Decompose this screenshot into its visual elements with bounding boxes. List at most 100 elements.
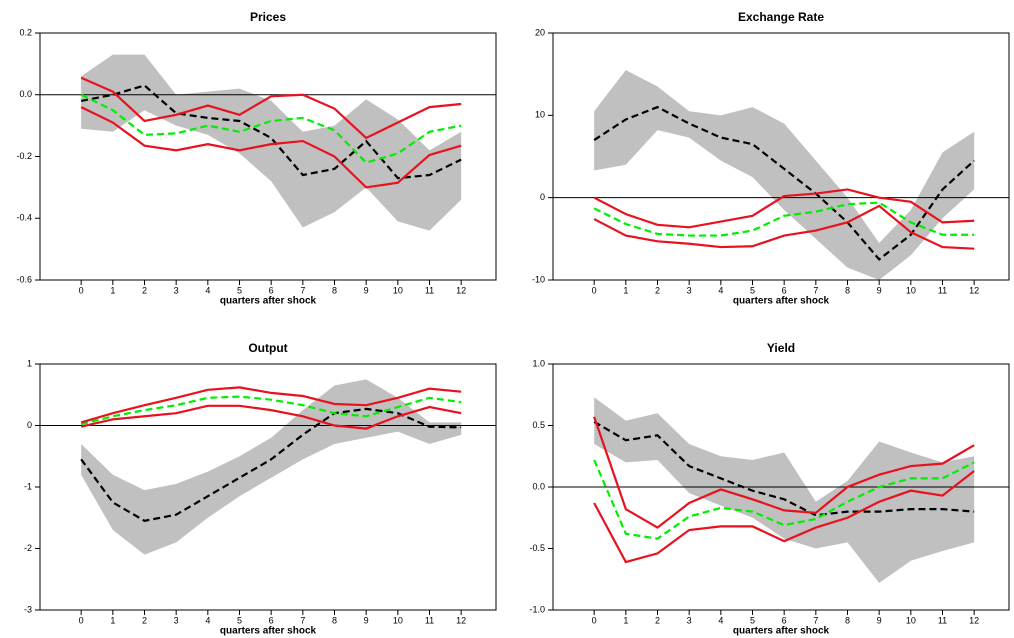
x-tick-label: 4	[205, 615, 210, 625]
x-tick-label: 2	[142, 285, 147, 295]
x-tick-label: 9	[364, 285, 369, 295]
x-tick-label: 9	[877, 285, 882, 295]
x-tick-label: 11	[938, 285, 947, 295]
panel: Prices quarters after shock -0.6 -0.4 -0.2 0.…	[16, 10, 497, 307]
series-line	[80, 84, 462, 180]
x-axis-label: quarters after shock	[220, 626, 317, 637]
series-line	[593, 201, 975, 237]
x-tick-label: 5	[237, 615, 242, 625]
y-tick-label: 1	[27, 358, 32, 368]
x-tick-label: 6	[269, 615, 274, 625]
y-tick-label: 10	[535, 110, 545, 120]
x-tick-label: 8	[845, 615, 850, 625]
series-line	[80, 76, 462, 140]
y-tick-label: 1.0	[532, 358, 545, 368]
x-axis-label: quarters after shock	[220, 296, 317, 307]
y-tick-label: 20	[535, 27, 545, 37]
y-tick-label: 0.0	[19, 89, 32, 99]
panel-title: Yield	[767, 341, 795, 355]
x-tick-label: 6	[269, 285, 274, 295]
confidence-band	[81, 54, 462, 231]
y-tick-label: -1	[24, 481, 32, 491]
x-tick-label: 4	[205, 285, 210, 295]
y-tick-label: -0.4	[16, 213, 32, 223]
x-tick-label: 9	[877, 615, 882, 625]
series-line	[80, 404, 462, 430]
y-tick-label: 0.2	[19, 27, 32, 37]
y-tick-label: -3	[24, 604, 32, 614]
y-tick-label: -1.0	[529, 604, 545, 614]
x-tick-label: 10	[393, 615, 403, 625]
x-tick-label: 3	[174, 285, 179, 295]
x-tick-label: 10	[906, 615, 916, 625]
x-tick-label: 11	[938, 615, 947, 625]
panel: Yield quarters after shock -1.0 -0.5 0.0 0.5 1…	[529, 341, 1010, 637]
x-tick-label: 3	[687, 615, 692, 625]
x-tick-label: 8	[332, 615, 337, 625]
y-tick-label: 0	[27, 420, 32, 430]
series-line	[80, 395, 462, 426]
series-line	[593, 188, 975, 229]
y-tick-label: -0.6	[16, 274, 32, 284]
x-tick-label: 2	[142, 615, 147, 625]
x-tick-label: 1	[110, 615, 115, 625]
x-tick-label: 5	[750, 615, 755, 625]
x-tick-label: 2	[655, 285, 660, 295]
x-tick-label: 0	[592, 615, 597, 625]
x-tick-label: 1	[623, 615, 628, 625]
x-tick-label: 9	[364, 615, 369, 625]
x-tick-label: 4	[718, 615, 723, 625]
x-tick-label: 7	[813, 615, 818, 625]
x-tick-label: 7	[300, 285, 305, 295]
y-tick-label: -10	[532, 274, 545, 284]
x-tick-label: 7	[300, 615, 305, 625]
x-tick-label: 6	[782, 285, 787, 295]
x-axis-label: quarters after shock	[733, 626, 830, 637]
panel-title: Exchange Rate	[738, 10, 824, 24]
x-tick-label: 10	[906, 285, 916, 295]
series-line	[593, 416, 975, 529]
x-tick-label: 6	[782, 615, 787, 625]
x-tick-label: 11	[425, 615, 434, 625]
x-tick-label: 7	[813, 285, 818, 295]
x-tick-label: 12	[969, 285, 979, 295]
series-line	[593, 470, 975, 564]
panel-title: Output	[248, 341, 287, 355]
confidence-band	[594, 397, 975, 583]
x-tick-label: 8	[332, 285, 337, 295]
series-line	[593, 105, 975, 261]
series-line	[593, 459, 975, 540]
x-tick-label: 12	[456, 615, 466, 625]
confidence-band	[81, 379, 462, 555]
x-tick-label: 5	[237, 285, 242, 295]
series-line	[80, 407, 462, 522]
y-tick-label: 0.5	[532, 420, 545, 430]
confidence-band	[594, 70, 975, 280]
y-tick-label: -2	[24, 543, 32, 553]
y-tick-label: -0.2	[16, 151, 32, 161]
x-tick-label: 11	[425, 285, 434, 295]
series-line	[80, 386, 462, 424]
x-tick-label: 8	[845, 285, 850, 295]
series-line	[593, 420, 975, 517]
x-tick-label: 3	[687, 285, 692, 295]
panel-title: Prices	[250, 10, 286, 24]
x-tick-label: 1	[623, 285, 628, 295]
series-line	[80, 106, 462, 189]
series-line	[593, 204, 975, 250]
x-tick-label: 2	[655, 615, 660, 625]
x-tick-label: 4	[718, 285, 723, 295]
y-tick-label: -0.5	[529, 543, 545, 553]
x-tick-label: 0	[79, 285, 84, 295]
x-tick-label: 5	[750, 285, 755, 295]
x-tick-label: 1	[110, 285, 115, 295]
x-axis-label: quarters after shock	[733, 296, 830, 307]
x-tick-label: 12	[969, 615, 979, 625]
y-tick-label: 0.0	[532, 481, 545, 491]
plot-frame	[552, 32, 1010, 281]
x-tick-label: 12	[456, 285, 466, 295]
x-tick-label: 0	[79, 615, 84, 625]
